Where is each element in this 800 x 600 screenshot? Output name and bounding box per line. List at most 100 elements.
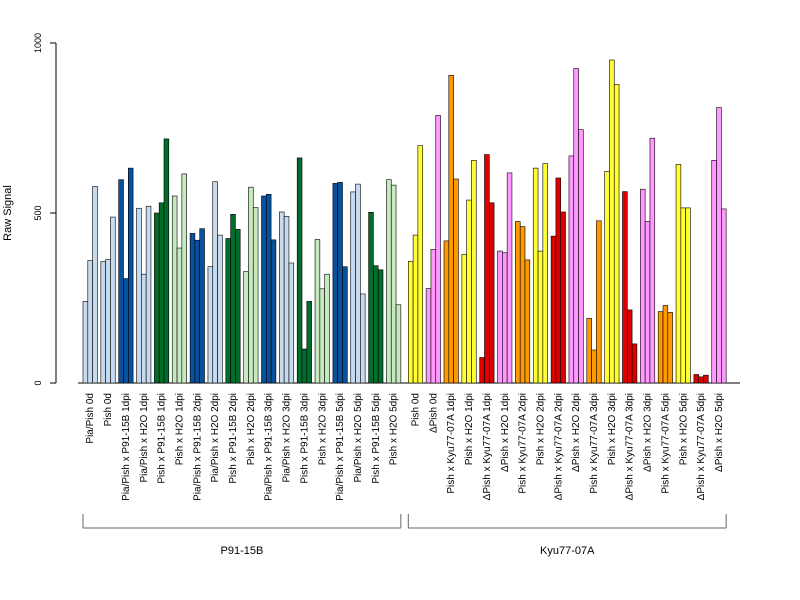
bar xyxy=(685,207,691,384)
x-tick-label: Pish x H2O 5dpi xyxy=(389,393,400,465)
x-tick-label: Pish x Kyu77-07A 5dpi xyxy=(660,393,671,494)
x-tick-label: Pish x P91-15B 5dpi xyxy=(371,393,382,484)
bar xyxy=(662,305,669,384)
bar xyxy=(649,137,656,384)
bar xyxy=(586,318,592,384)
bracket-label: Kyu77-07A xyxy=(540,545,595,557)
bar xyxy=(631,343,638,384)
bar xyxy=(524,259,531,384)
x-tick-label: Pish x H2O 5dpi xyxy=(678,393,689,465)
bar xyxy=(332,183,338,384)
x-tick-label: Pish x H2O 3dpi xyxy=(607,393,618,465)
bar xyxy=(502,252,508,384)
bar xyxy=(657,311,664,384)
x-tick-label: Pia/Pish x P91-15B 1dpi xyxy=(121,393,132,501)
bar xyxy=(288,262,295,384)
bar xyxy=(118,179,124,384)
x-tick-label: Pish x P91-15B 1dpi xyxy=(157,393,168,484)
bar xyxy=(622,191,628,384)
bar xyxy=(163,138,170,384)
bar xyxy=(279,211,285,384)
x-tick-label: Pia/Pish x P91-15B 5dpi xyxy=(335,393,346,501)
bar xyxy=(604,171,610,384)
bar xyxy=(350,191,356,384)
bar xyxy=(100,261,106,384)
x-tick-label: Pish x H2O 2dpi xyxy=(246,393,257,465)
x-tick-labels: Pia/Pish 0d Pish 0d Pia/Pish x P91-15B 1dp… xyxy=(85,393,725,501)
bar xyxy=(243,271,249,384)
bar xyxy=(235,229,241,384)
bar xyxy=(519,226,526,384)
bar xyxy=(368,212,374,384)
bar xyxy=(342,266,348,384)
x-tick-label: Pish x Kyu77-07A 1dpi xyxy=(446,393,457,494)
bar xyxy=(141,273,147,384)
bar xyxy=(110,216,116,384)
bar xyxy=(128,167,134,384)
bar xyxy=(82,301,89,384)
bar xyxy=(515,221,521,384)
bar xyxy=(412,234,419,384)
bar xyxy=(395,304,402,384)
bar xyxy=(667,311,673,384)
bar xyxy=(337,182,343,384)
bar xyxy=(225,238,231,384)
bar xyxy=(301,348,308,384)
x-tick-label: ΔPish x Kyu77-07A 5dpi xyxy=(696,393,707,500)
x-tick-label: Pia/Pish x P91-15B 3dpi xyxy=(264,393,275,501)
bar xyxy=(176,247,183,384)
bar xyxy=(675,164,682,384)
bar xyxy=(324,273,330,384)
bar xyxy=(171,195,178,384)
bar xyxy=(698,376,704,384)
bar xyxy=(261,195,267,384)
bar xyxy=(158,202,165,384)
bar xyxy=(443,240,450,384)
x-tick-label: Pia/Pish x H2O 1dpi xyxy=(139,393,150,483)
x-tick-label: ΔPish x Kyu77-07A 1dpi xyxy=(482,393,493,500)
bar xyxy=(644,221,651,384)
bar xyxy=(373,265,379,384)
bars-layer xyxy=(82,59,727,384)
bracket-label: P91-15B xyxy=(221,545,264,557)
bar xyxy=(306,301,312,384)
bar xyxy=(123,278,129,384)
bar xyxy=(360,293,366,384)
bar xyxy=(537,250,544,384)
x-tick-label: Pish x P91-15B 3dpi xyxy=(299,393,310,484)
bar xyxy=(471,160,477,384)
x-tick-label: ΔPish 0d xyxy=(428,393,439,433)
bar xyxy=(448,75,454,384)
bar xyxy=(703,374,709,384)
y-tick-label: 0 xyxy=(33,380,43,385)
bar xyxy=(417,145,423,384)
bar xyxy=(721,208,727,384)
bar xyxy=(578,129,584,384)
bar xyxy=(377,269,384,384)
bar xyxy=(488,202,495,384)
bar xyxy=(181,173,187,384)
bar xyxy=(626,309,633,384)
x-tick-label: Pish x H2O 1dpi xyxy=(174,393,185,465)
bar xyxy=(573,68,579,384)
bar xyxy=(596,220,602,384)
bar xyxy=(555,177,562,384)
bar xyxy=(355,183,361,384)
bar xyxy=(265,194,272,384)
y-axis: 0 500 1000 xyxy=(33,33,57,386)
bar xyxy=(479,357,485,384)
group-brackets: P91-15B Kyu77-07A xyxy=(82,514,727,557)
x-tick-label: Pia/Pish x H2O 2dpi xyxy=(210,393,221,483)
bar xyxy=(212,181,218,384)
x-tick-label: Pish x Kyu77-07A 3dpi xyxy=(589,393,600,494)
bar xyxy=(497,250,503,384)
bar xyxy=(532,167,539,384)
bar xyxy=(591,349,597,384)
y-axis-label: Raw Signal xyxy=(2,185,14,241)
bar xyxy=(466,199,472,384)
bar xyxy=(270,239,277,384)
x-tick-label: Pia/Pish x P91-15B 2dpi xyxy=(192,393,203,501)
bar xyxy=(87,260,93,384)
x-tick-label: Pia/Pish x H2O 3dpi xyxy=(282,393,293,483)
bar xyxy=(550,235,557,384)
